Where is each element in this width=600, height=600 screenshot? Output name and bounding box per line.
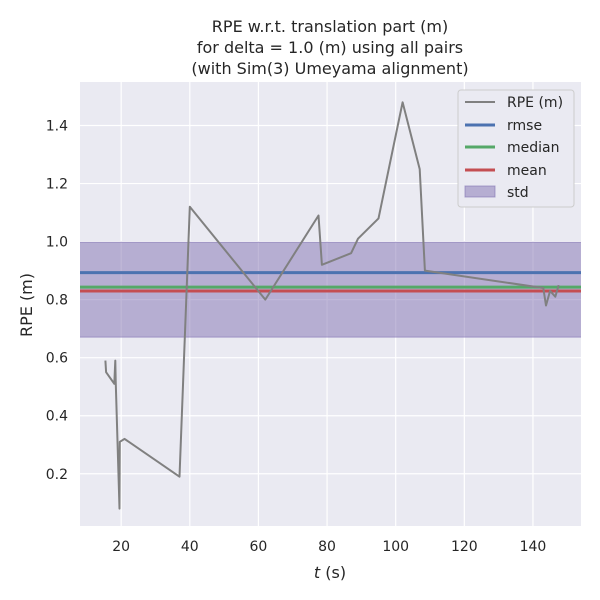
x-tick-label: 80 bbox=[318, 539, 336, 555]
chart-title-line-2: for delta = 1.0 (m) using all pairs bbox=[197, 38, 463, 57]
chart-title-line-1: RPE w.r.t. translation part (m) bbox=[212, 17, 448, 36]
y-tick-label: 1.2 bbox=[46, 177, 68, 193]
x-tick-label: 140 bbox=[520, 539, 547, 555]
rpe-series-line bbox=[104, 101, 560, 510]
y-axis-label: RPE (m) bbox=[17, 273, 36, 337]
x-tick-label: 100 bbox=[382, 539, 409, 555]
y-tick-label: 1.4 bbox=[46, 119, 68, 135]
x-axis-label-unit: (s) bbox=[320, 563, 346, 582]
y-tick-label: 0.8 bbox=[46, 293, 68, 309]
x-tick-label: 60 bbox=[250, 539, 268, 555]
x-tick-label: 40 bbox=[181, 539, 199, 555]
legend-median-label: median bbox=[507, 140, 559, 156]
y-tick-label: 1.0 bbox=[46, 235, 68, 251]
legend: RPE (m) rmse median mean std bbox=[457, 89, 575, 208]
x-axis-label: t (s) bbox=[314, 563, 346, 582]
x-tick-label: 20 bbox=[112, 539, 130, 555]
chart-title-line-3: (with Sim(3) Umeyama alignment) bbox=[191, 59, 468, 78]
legend-std-swatch bbox=[464, 185, 496, 198]
x-axis-label-var: t bbox=[314, 563, 321, 582]
y-tick-label: 0.4 bbox=[46, 409, 68, 425]
y-tick-label: 0.6 bbox=[46, 351, 68, 367]
legend-frame bbox=[457, 89, 575, 208]
x-tick-label: 120 bbox=[451, 539, 478, 555]
legend-mean-label: mean bbox=[507, 163, 547, 179]
legend-rmse-label: rmse bbox=[507, 118, 542, 134]
y-tick-label: 0.2 bbox=[46, 467, 68, 483]
legend-rpe-label: RPE (m) bbox=[507, 95, 563, 111]
legend-std-label: std bbox=[507, 185, 529, 201]
